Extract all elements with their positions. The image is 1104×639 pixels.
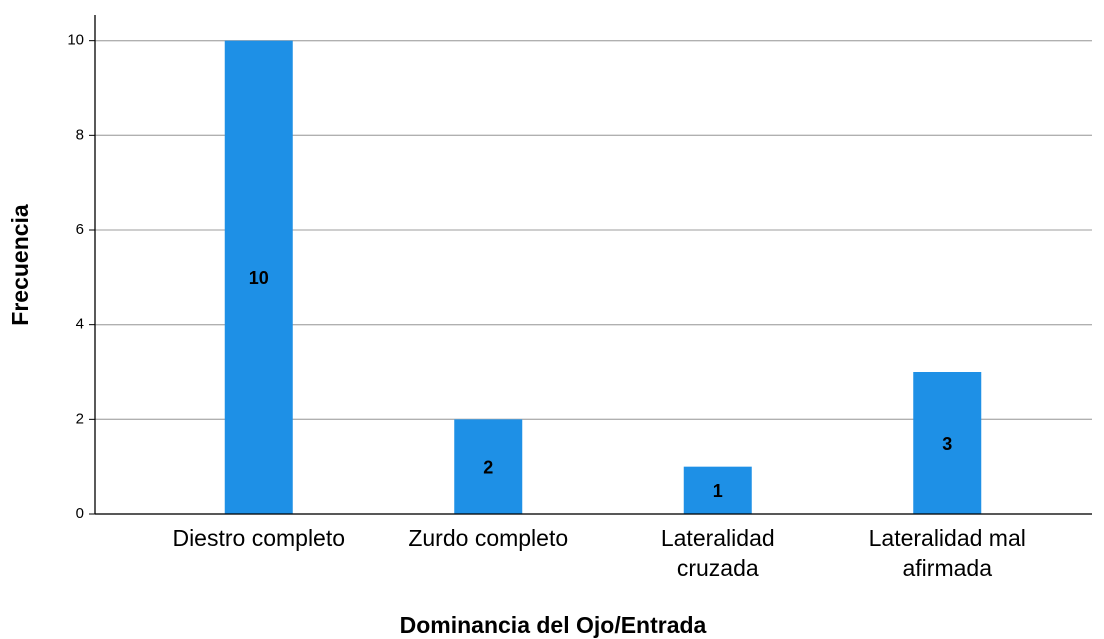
- bar: [913, 372, 982, 514]
- data-label: 3: [942, 434, 952, 454]
- bar: [454, 419, 523, 514]
- y-tick-label: 0: [76, 505, 84, 522]
- x-axis-title: Dominancia del Ojo/Entrada: [400, 612, 707, 638]
- y-axis-title: Frecuencia: [7, 204, 33, 326]
- x-tick-label: Lateralidad mal afirmada: [869, 525, 1026, 581]
- data-label: 1: [713, 481, 723, 501]
- y-tick-label: 10: [67, 32, 84, 49]
- data-label: 2: [483, 457, 493, 477]
- data-label: 10: [249, 268, 269, 288]
- bar: [224, 40, 293, 515]
- x-tick-label: Zurdo completo: [408, 525, 568, 551]
- bar: [683, 466, 752, 514]
- y-tick-label: 8: [76, 126, 84, 143]
- y-tick-label: 6: [76, 221, 84, 238]
- y-tick-label: 2: [76, 410, 84, 427]
- x-tick-label: Diestro completo: [172, 525, 345, 551]
- x-tick-label: Lateralidad cruzada: [661, 525, 775, 581]
- y-tick-label: 4: [76, 316, 84, 333]
